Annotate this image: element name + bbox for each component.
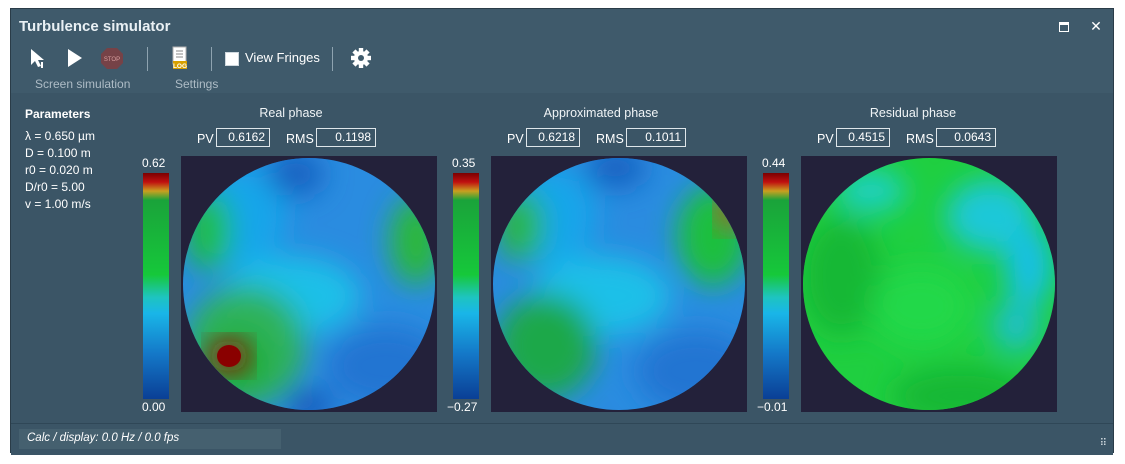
real-phase-colorbar-min: 0.00 [142,400,166,414]
approximated-phase-disk [493,158,745,410]
toolbar: STOP LOG View Fringes [11,43,1113,93]
approximated-phase-plot [491,156,747,412]
parameters-title: Parameters [25,107,91,121]
approximated-phase-colorbar-min: −0.27 [447,400,478,414]
approximated-phase-rms-value: 0.1011 [626,128,686,147]
residual-phase-pv-label: PV [817,132,834,146]
title-bar: Turbulence simulator ✕ [11,9,1113,43]
residual-phase-colorbar-min: −0.01 [757,400,788,414]
gear-icon [351,48,371,68]
toolbar-separator [332,47,333,71]
close-button[interactable]: ✕ [1090,18,1102,34]
approximated-phase-colorbar-max: 0.35 [452,156,476,170]
resize-grip-icon[interactable]: ⠿ [1099,438,1107,449]
approximated-phase-rms-label: RMS [596,132,624,146]
status-text: Calc / display: 0.0 Hz / 0.0 fps [27,432,180,444]
view-fringes-checkbox[interactable] [225,52,239,66]
residual-phase-plot [801,156,1057,412]
approximated-phase-pv-label: PV [507,132,524,146]
residual-phase-title: Residual phase [869,106,957,120]
real-phase-colorbar [143,173,169,399]
residual-phase-disk [803,158,1055,410]
param-velocity: v = 1.00 m/s [25,197,91,211]
approximated-phase-colorbar [453,173,479,399]
stop-icon: STOP [101,48,123,69]
stop-button[interactable]: STOP [99,45,125,71]
real-phase-colorbar-max: 0.62 [142,156,166,170]
param-diameter: D = 0.100 m [25,146,91,160]
log-button[interactable]: LOG [167,45,193,71]
real-phase-plot [181,156,437,412]
main-content: Parameters λ = 0.650 µm D = 0.100 m r0 =… [11,93,1113,423]
stop-icon-label: STOP [104,57,120,63]
real-phase-rms-value: 0.1198 [316,128,376,147]
toolbar-separator [211,47,212,71]
real-phase-pv-label: PV [197,132,214,146]
real-phase-title: Real phase [259,106,323,120]
approximated-phase-title: Approximated phase [543,106,659,120]
play-button[interactable] [61,45,87,71]
status-bar: Calc / display: 0.0 Hz / 0.0 fps ⠿ [11,423,1113,455]
param-d-over-r0: D/r0 = 5.00 [25,180,85,194]
play-icon [68,49,82,67]
log-document-icon: LOG [172,46,187,70]
maximize-button[interactable] [1055,17,1073,35]
residual-phase-rms-label: RMS [906,132,934,146]
step-button[interactable] [25,45,51,71]
group-label-screen-simulation: Screen simulation [35,77,131,91]
window-title: Turbulence simulator [19,18,171,35]
status-panel: Calc / display: 0.0 Hz / 0.0 fps [19,429,281,449]
log-icon-label: LOG [173,63,187,70]
maximize-icon [1059,22,1069,32]
real-phase-rms-label: RMS [286,132,314,146]
residual-phase-colorbar-max: 0.44 [762,156,786,170]
param-r0: r0 = 0.020 m [25,163,93,177]
param-lambda: λ = 0.650 µm [25,129,95,143]
approximated-phase-pv-value: 0.6218 [526,128,580,147]
real-phase-disk [183,158,435,410]
real-phase-pv-value: 0.6162 [216,128,270,147]
settings-button[interactable] [348,45,374,71]
residual-phase-pv-value: 0.4515 [836,128,890,147]
group-label-settings: Settings [175,77,219,91]
residual-phase-rms-value: 0.0643 [936,128,996,147]
residual-phase-colorbar [763,173,789,399]
turbulence-simulator-window: Turbulence simulator ✕ STOP [10,8,1114,455]
step-cursor-icon [31,49,44,68]
toolbar-separator [147,47,148,71]
view-fringes-label[interactable]: View Fringes [245,50,320,65]
